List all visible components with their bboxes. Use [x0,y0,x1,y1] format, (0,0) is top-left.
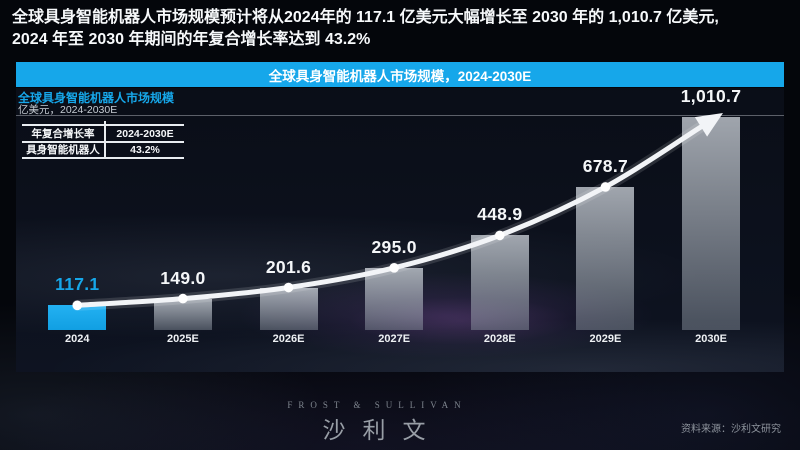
chart-banner: 全球具身智能机器人市场规模，2024-2030E [16,62,784,87]
category-label-2028E: 2028E [483,333,516,345]
category-label-2025E: 2025E [167,333,199,345]
value-label-2028E: 448.9 [477,204,523,225]
logo-chinese-text: 沙利文 [322,417,443,443]
bar-2029E [576,186,635,330]
value-label-2026E: 201.6 [265,256,312,277]
cagr-row-label: 具身智能机器人 [26,144,100,156]
headline-line-2: 2024 年至 2030 年期间的年复合增长率达到 43.2% [12,30,371,48]
bar-2028E [470,235,529,330]
bar-2026E [259,287,318,330]
bar-2030E [682,117,741,330]
value-label-2029E: 678.7 [582,155,629,176]
value-label-2027E: 295.0 [371,236,417,257]
chart-unit-subtitle: 亿美元，2024-2030E [18,103,118,116]
chart-banner-title: 全球具身智能机器人市场规模，2024-2030E [268,68,532,84]
source-note: 资料来源：沙利文研究 [681,424,781,435]
chart-title: 全球具身智能机器人市场规模 [18,91,175,105]
value-label-2024: 117.1 [55,274,100,295]
headline: 全球具身智能机器人市场规模预计将从2024年的 117.1 亿美元大幅增长至 2… [12,7,796,50]
category-label-2026E: 2026E [272,333,305,345]
value-label-2030E: 1,010.7 [680,86,742,106]
bar-2024 [48,305,107,330]
category-label-2029E: 2029E [589,333,622,345]
cagr-header-period: 2024-2030E [116,127,174,140]
cagr-header-metric: 年复合增长率 [31,127,95,140]
bar-2027E [365,267,424,330]
bar-2025E [153,298,212,330]
frost-sullivan-logo: FROST & SULLIVAN 沙利文 [0,400,748,445]
cagr-table-bottom-border [22,157,184,159]
value-label-2025E: 149.0 [160,267,206,288]
top-reference-line [16,115,784,116]
cagr-table: 年复合增长率 2024-2030E 具身智能机器人 43.2% [22,121,184,160]
category-label-2024: 2024 [65,333,90,345]
category-label-2030E: 2030E [695,333,727,345]
category-label-2027E: 2027E [378,333,411,345]
logo-latin-text: FROST & SULLIVAN [287,400,467,410]
headline-line-1: 全球具身智能机器人市场规模预计将从2024年的 117.1 亿美元大幅增长至 2… [12,9,719,26]
cagr-row-value: 43.2% [130,144,160,156]
